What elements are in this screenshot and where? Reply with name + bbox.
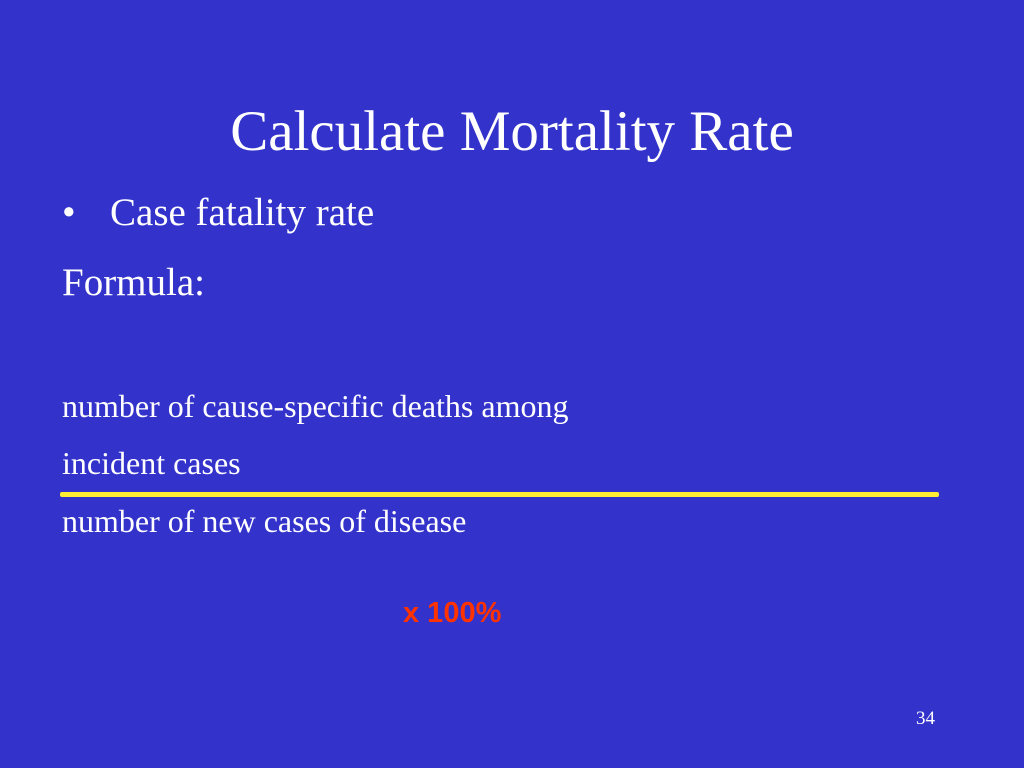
bullet-icon: • [62,191,76,234]
formula-label: Formula: [62,261,205,304]
formula-numerator-line-2: incident cases [62,445,241,481]
formula-denominator: number of new cases of disease [62,503,467,539]
bullet-text: Case fatality rate [110,191,375,234]
page-number: 34 [916,708,935,729]
formula-numerator-line-1: number of cause-specific deaths among [62,388,569,424]
slide-title: Calculate Mortality Rate [230,100,794,163]
fraction-bar [60,492,939,497]
bullet-item: • Case fatality rate [62,190,374,237]
formula-multiplier: x 100% [403,597,502,629]
